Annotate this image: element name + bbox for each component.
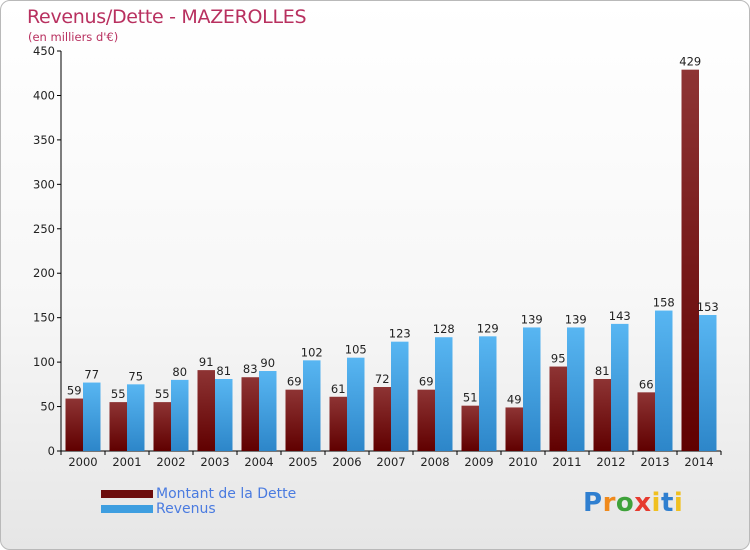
legend-label-revenus: Revenus [156, 501, 216, 517]
y-tick-label: 450 [33, 44, 55, 58]
x-tick-label: 2007 [376, 455, 405, 469]
x-tick-label: 2013 [640, 455, 669, 469]
bar-dette [593, 379, 611, 451]
bar-revenus [259, 371, 277, 451]
x-tick-label: 2006 [332, 455, 361, 469]
data-label-dette: 69 [287, 375, 302, 389]
bar-dette [637, 392, 655, 451]
y-tick-label: 250 [33, 222, 55, 236]
x-tick-label: 2009 [464, 455, 493, 469]
bar-revenus [303, 360, 321, 451]
x-tick-label: 2005 [288, 455, 317, 469]
data-label-revenus: 139 [521, 312, 543, 326]
x-tick-label: 2011 [552, 455, 581, 469]
bar-revenus [523, 327, 541, 451]
data-label-dette: 49 [507, 392, 522, 406]
bar-dette [373, 387, 391, 451]
data-label-revenus: 158 [653, 296, 675, 310]
legend-label-debt: Montant de la Dette [156, 486, 297, 502]
data-label-dette: 95 [551, 352, 566, 366]
x-tick-label: 2008 [420, 455, 449, 469]
x-tick-label: 2014 [684, 455, 713, 469]
data-label-dette: 429 [679, 55, 701, 69]
x-tick-label: 2003 [200, 455, 229, 469]
x-tick-label: 2010 [508, 455, 537, 469]
data-label-revenus: 128 [433, 322, 455, 336]
y-tick-label: 0 [48, 444, 55, 458]
x-tick-label: 2002 [156, 455, 185, 469]
bar-dette [197, 370, 215, 451]
bar-revenus [83, 382, 101, 451]
bar-revenus [479, 336, 497, 451]
data-label-revenus: 80 [172, 365, 187, 379]
y-tick-label: 300 [33, 177, 55, 191]
y-tick-label: 200 [33, 266, 55, 280]
bar-revenus [699, 315, 717, 451]
data-label-revenus: 77 [84, 368, 99, 382]
bar-dette [417, 389, 435, 451]
data-label-revenus: 81 [216, 364, 231, 378]
y-tick-label: 50 [40, 400, 55, 414]
data-label-revenus: 143 [609, 309, 631, 323]
data-label-revenus: 153 [697, 300, 719, 314]
bar-revenus [567, 327, 585, 451]
bar-dette [65, 398, 83, 451]
bar-dette [461, 405, 479, 451]
data-label-revenus: 102 [301, 345, 323, 359]
x-tick-label: 2012 [596, 455, 625, 469]
data-label-dette: 55 [111, 387, 126, 401]
bar-dette [549, 366, 567, 451]
x-tick-label: 2004 [244, 455, 273, 469]
data-label-revenus: 123 [389, 327, 411, 341]
legend-swatch-revenus [101, 505, 153, 513]
bar-revenus [655, 310, 673, 451]
data-label-dette: 61 [331, 382, 346, 396]
bar-revenus [215, 379, 233, 451]
data-label-dette: 59 [67, 384, 82, 398]
y-tick-label: 350 [33, 133, 55, 147]
data-label-dette: 66 [639, 377, 654, 391]
bar-dette [109, 402, 127, 451]
bar-dette [153, 402, 171, 451]
x-tick-label: 2001 [112, 455, 141, 469]
x-tick-label: 2000 [68, 455, 97, 469]
bar-dette [505, 407, 523, 451]
data-label-dette: 91 [199, 355, 214, 369]
chart-title: Revenus/Dette - MAZEROLLES [27, 6, 307, 28]
bar-dette [681, 69, 699, 452]
bar-dette [285, 389, 303, 451]
bar-revenus [611, 323, 629, 451]
bar-revenus [127, 384, 145, 451]
y-tick-label: 400 [33, 88, 55, 102]
bars [65, 69, 717, 452]
data-label-revenus: 139 [565, 312, 587, 326]
y-tick-label: 150 [33, 311, 55, 325]
data-label-revenus: 90 [260, 356, 275, 370]
y-tick-label: 100 [33, 355, 55, 369]
data-label-dette: 81 [595, 364, 610, 378]
legend-swatch-debt [101, 490, 153, 498]
data-label-dette: 83 [243, 362, 258, 376]
bar-dette [329, 396, 347, 451]
data-label-dette: 69 [419, 375, 434, 389]
data-label-revenus: 75 [128, 369, 143, 383]
bar-revenus [347, 357, 365, 451]
data-label-dette: 55 [155, 387, 170, 401]
bar-dette [241, 377, 259, 451]
bar-revenus [435, 337, 453, 451]
data-label-dette: 72 [375, 372, 390, 386]
proxiti-logo: Proxiti [583, 488, 684, 518]
data-label-dette: 51 [463, 391, 478, 405]
bar-revenus [171, 379, 189, 451]
chart-subtitle: (en milliers d'€) [28, 30, 119, 44]
data-label-revenus: 105 [345, 343, 367, 357]
data-label-revenus: 129 [477, 321, 499, 335]
bar-revenus [391, 341, 409, 451]
